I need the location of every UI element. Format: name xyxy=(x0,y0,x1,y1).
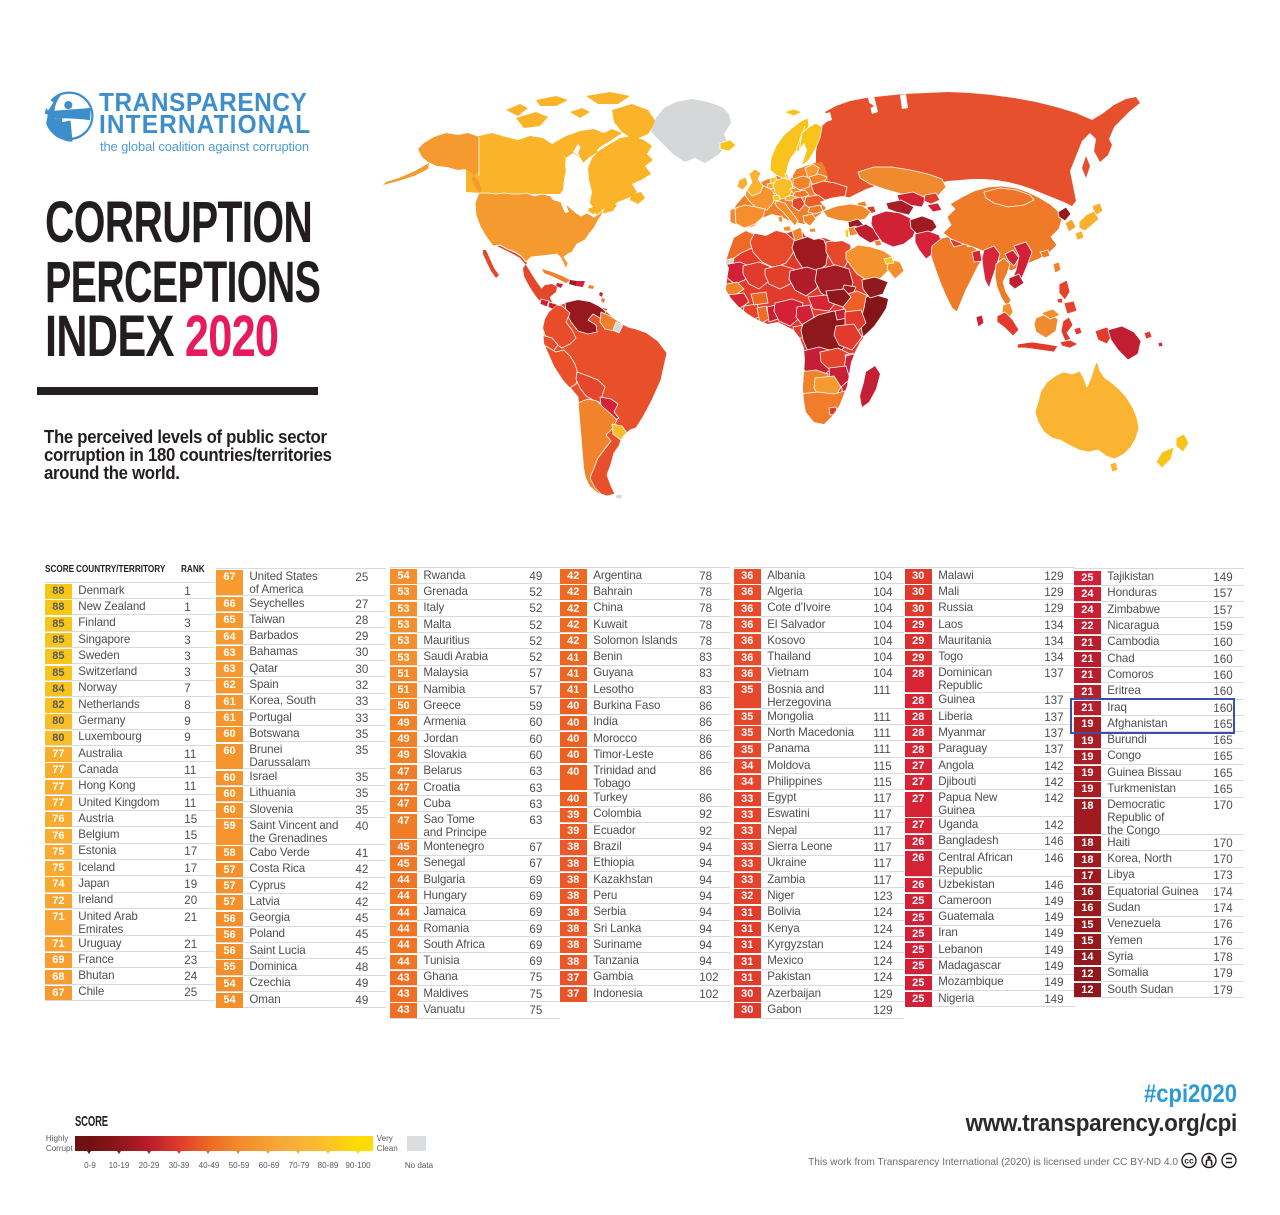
svg-text:cc: cc xyxy=(1184,1156,1194,1166)
